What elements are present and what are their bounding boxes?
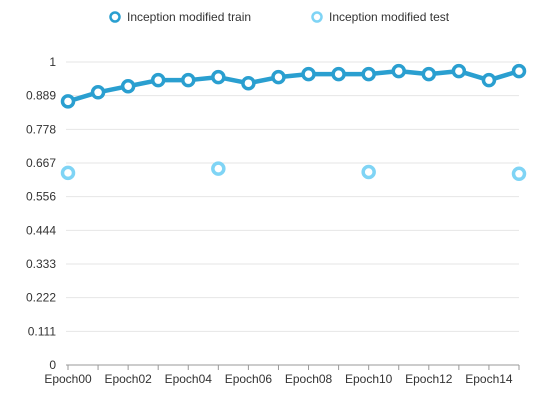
- data-point[interactable]: [211, 161, 226, 176]
- x-tick-label: Epoch06: [225, 372, 273, 386]
- legend: Inception modified train Inception modif…: [109, 10, 450, 24]
- y-tick-label: 0: [49, 358, 56, 372]
- y-axis: 0 0.111 0.222 0.333 0.444 0.556 0.667 0.778 0.88…: [26, 55, 56, 372]
- y-tick-label: 0.556: [26, 190, 56, 204]
- data-point[interactable]: [361, 66, 376, 82]
- data-point[interactable]: [421, 66, 437, 82]
- data-point[interactable]: [481, 72, 497, 88]
- x-tick-label: Epoch10: [345, 372, 393, 386]
- data-point[interactable]: [391, 63, 406, 79]
- x-tick-label: Epoch00: [44, 372, 92, 386]
- x-tick-label: Epoch04: [165, 372, 213, 386]
- data-point[interactable]: [241, 75, 256, 91]
- series-line: [65, 68, 522, 104]
- data-point[interactable]: [150, 72, 166, 88]
- data-point[interactable]: [331, 66, 346, 82]
- data-point[interactable]: [60, 94, 76, 109]
- data-point[interactable]: [271, 69, 286, 85]
- data-point[interactable]: [181, 72, 196, 88]
- data-point[interactable]: [90, 85, 106, 100]
- x-tick-label: Epoch02: [104, 372, 152, 386]
- y-tick-label: 0.333: [26, 257, 56, 271]
- y-tick-label: 0.778: [26, 122, 56, 136]
- x-tick-label: Epoch12: [405, 372, 453, 386]
- data-point[interactable]: [211, 69, 226, 85]
- y-tick-label: 0.444: [26, 223, 56, 237]
- legend-item-train[interactable]: Inception modified train: [109, 10, 252, 24]
- legend-label-train: Inception modified train: [127, 10, 251, 24]
- legend-label-test: Inception modified test: [329, 10, 450, 24]
- series-test: [60, 161, 527, 182]
- x-tick-label: Epoch08: [285, 372, 333, 386]
- data-point[interactable]: [511, 166, 527, 182]
- series-layer: [60, 63, 527, 182]
- legend-marker-test: [311, 11, 323, 23]
- grid-lines: [66, 61, 519, 366]
- data-point[interactable]: [511, 63, 527, 79]
- data-point[interactable]: [451, 63, 467, 79]
- data-point[interactable]: [120, 78, 136, 94]
- legend-marker-train: [109, 11, 121, 23]
- x-axis: Epoch00 Epoch02 Epoch04 Epoch06 Epoch08 Epoch…: [44, 365, 520, 386]
- data-point[interactable]: [301, 66, 316, 82]
- legend-item-test[interactable]: Inception modified test: [311, 10, 450, 24]
- data-point[interactable]: [361, 164, 376, 180]
- y-tick-label: 0.667: [26, 156, 56, 170]
- data-point[interactable]: [60, 165, 76, 181]
- y-tick-label: 1: [49, 55, 56, 69]
- y-tick-label: 0.222: [26, 291, 56, 305]
- y-tick-label: 0.889: [26, 89, 56, 103]
- y-tick-label: 0.111: [28, 324, 57, 338]
- series-train: [60, 63, 527, 109]
- x-tick-label: Epoch14: [465, 372, 513, 386]
